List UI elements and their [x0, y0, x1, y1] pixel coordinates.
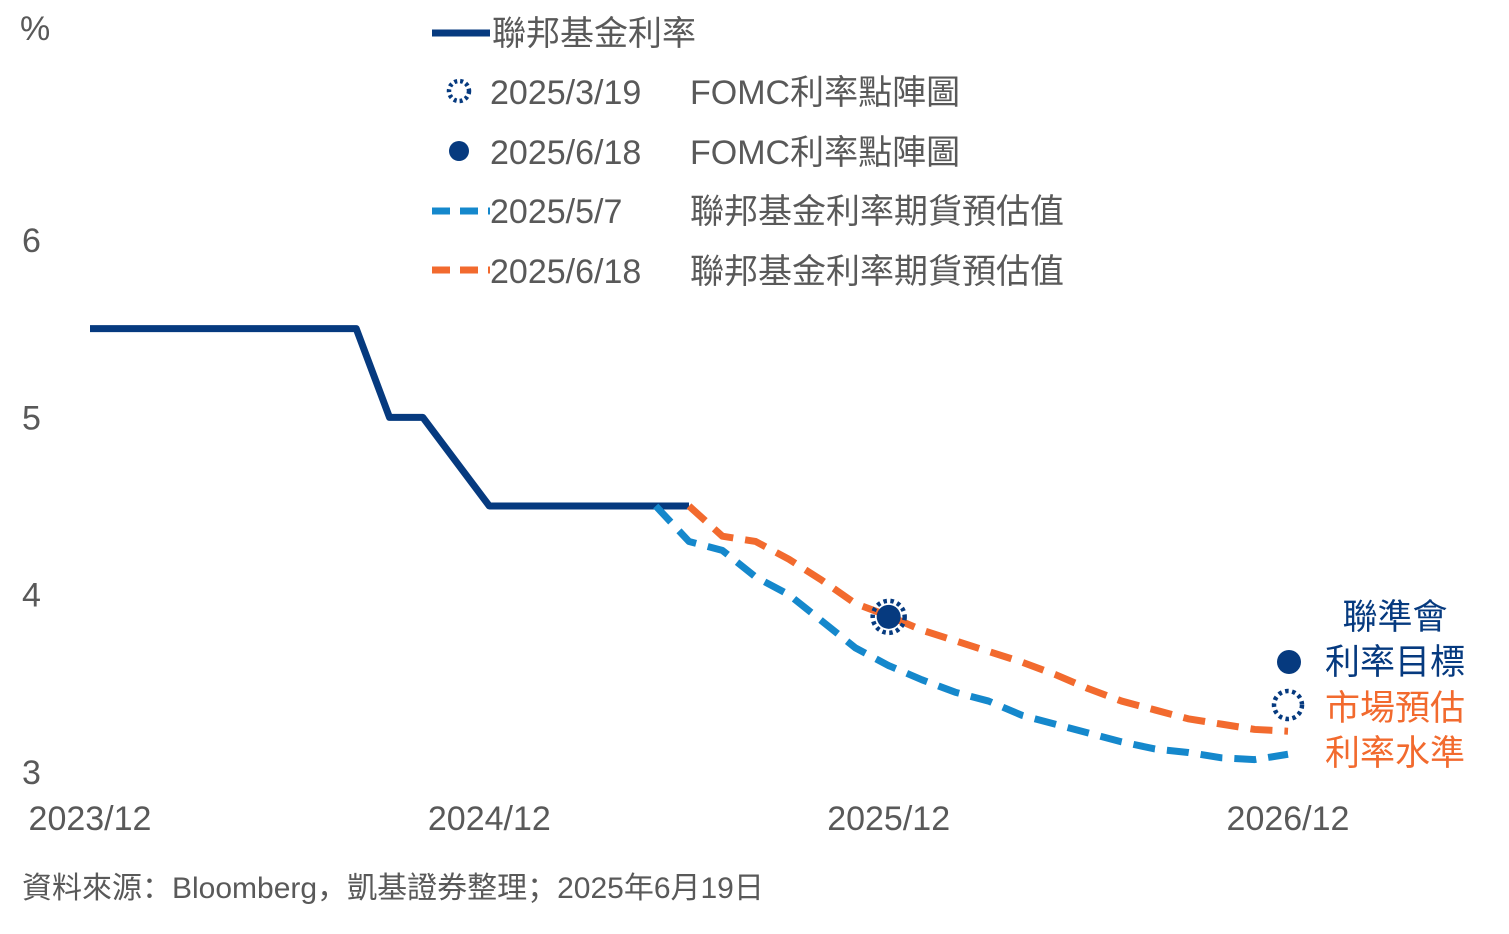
y-tick-label: 6	[22, 222, 41, 260]
legend-date-dotplot-march: 2025/3/19	[490, 74, 641, 112]
y-tick-label: 5	[22, 399, 41, 437]
right-annotation: 聯準會 利率目標 市場預估 利率水準	[1325, 598, 1465, 773]
y-tick-label: 3	[22, 754, 41, 792]
series-line-0	[90, 325, 689, 510]
legend-date-futures-june: 2025/6/18	[490, 253, 641, 291]
legend-label-futures-may: 聯邦基金利率期貨預估值	[690, 193, 1064, 231]
annotation-market-line1: 市場預估	[1325, 689, 1465, 728]
series-line-1	[653, 503, 1289, 764]
x-tick-label: 2024/12	[428, 800, 551, 838]
legend-swatch-dotplot-june	[449, 141, 469, 161]
annotation-fed-line1: 聯準會	[1342, 598, 1447, 637]
legend-label-fed-rate: 聯邦基金利率	[492, 15, 696, 53]
legend-label-dotplot-march: FOMC利率點陣圖	[690, 74, 960, 112]
dot-0-0	[870, 598, 907, 636]
annotation-fed-line2: 利率目標	[1325, 643, 1465, 682]
annotation-market-line2: 利率水準	[1325, 734, 1465, 773]
legend-date-futures-may: 2025/5/7	[490, 193, 622, 231]
annotation-marker-market	[1271, 688, 1305, 722]
source-note: 資料來源：Bloomberg，凱基證券整理；2025年6月19日	[22, 872, 764, 905]
series-layer	[90, 325, 1289, 764]
legend-label-dotplot-june: FOMC利率點陣圖	[690, 134, 960, 172]
x-tick-label: 2023/12	[29, 800, 152, 838]
annotation-marker-fed	[1277, 650, 1301, 674]
dots-layer	[870, 598, 1305, 722]
x-axis-ticks: 2023/12 2024/12 2025/12 2026/12	[29, 800, 1350, 838]
y-unit-label: %	[20, 10, 50, 48]
y-tick-label: 4	[22, 577, 41, 615]
legend: 聯邦基金利率 2025/3/19 FOMC利率點陣圖 2025/6/18 FOM…	[432, 15, 1064, 291]
series-line-2	[686, 503, 1289, 735]
y-axis-ticks: 3 4 5 6	[22, 222, 41, 792]
legend-date-dotplot-june: 2025/6/18	[490, 134, 641, 172]
x-tick-label: 2026/12	[1227, 800, 1350, 838]
x-tick-label: 2025/12	[827, 800, 950, 838]
dot-1-0	[876, 604, 901, 629]
legend-swatch-dotplot-march	[446, 78, 472, 104]
legend-label-futures-june: 聯邦基金利率期貨預估值	[690, 253, 1064, 291]
